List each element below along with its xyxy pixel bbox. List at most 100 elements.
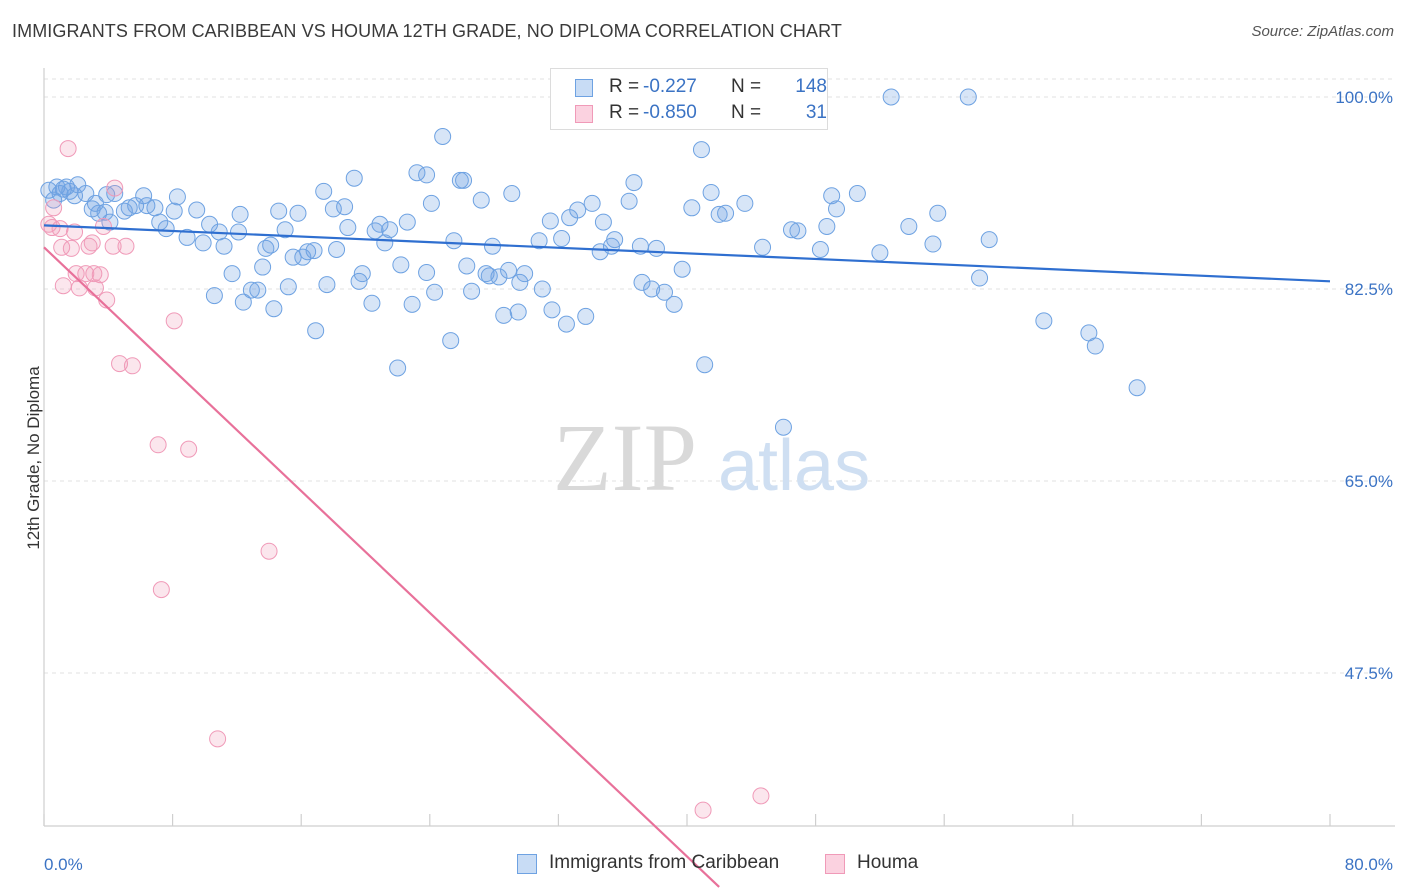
y-tick-label: 47.5% xyxy=(1345,664,1393,683)
point-caribbean xyxy=(445,232,463,250)
point-caribbean xyxy=(120,199,138,217)
point-caribbean xyxy=(1086,337,1104,355)
watermark-zip: ZIP xyxy=(553,404,697,511)
point-caribbean xyxy=(530,232,548,250)
point-houma xyxy=(104,237,122,255)
source-label: Source: ZipAtlas.com xyxy=(1251,23,1394,40)
point-houma xyxy=(209,730,227,748)
trend-lines xyxy=(43,224,1331,888)
point-caribbean xyxy=(553,230,571,248)
point-houma xyxy=(165,312,183,330)
point-houma xyxy=(149,436,167,454)
legend-r-label: R = xyxy=(609,102,640,123)
point-caribbean xyxy=(490,268,508,286)
point-caribbean xyxy=(516,265,534,283)
point-caribbean xyxy=(696,356,714,374)
point-caribbean xyxy=(754,238,772,256)
point-caribbean xyxy=(533,280,551,298)
tick-labels: 100.0% 82.5% 65.0% 47.5% 0.0% 80.0% xyxy=(44,88,1393,874)
point-caribbean xyxy=(980,231,998,249)
point-caribbean xyxy=(500,261,518,279)
point-caribbean xyxy=(971,269,989,287)
point-houma xyxy=(62,239,80,257)
point-caribbean xyxy=(455,171,473,189)
point-caribbean xyxy=(495,306,513,324)
point-caribbean xyxy=(305,242,323,260)
point-caribbean xyxy=(307,322,325,340)
bottom-legend-label: Houma xyxy=(857,852,919,873)
point-caribbean xyxy=(403,295,421,313)
bottom-legend-swatch-pink xyxy=(825,854,845,874)
point-houma xyxy=(54,277,72,295)
watermark: ZIP atlas xyxy=(553,404,870,511)
point-caribbean xyxy=(543,301,561,319)
x-tick-label: 80.0% xyxy=(1345,855,1393,874)
point-houma xyxy=(106,179,124,197)
legend-r-label: R = xyxy=(609,76,640,97)
point-caribbean xyxy=(178,228,196,246)
point-caribbean xyxy=(230,223,248,241)
point-houma xyxy=(80,237,98,255)
point-caribbean xyxy=(594,213,612,231)
point-caribbean xyxy=(231,205,249,223)
gridlines xyxy=(44,78,1395,674)
point-houma xyxy=(123,357,141,375)
point-caribbean xyxy=(882,88,900,106)
point-caribbean xyxy=(86,194,104,212)
point-caribbean xyxy=(924,235,942,253)
point-caribbean xyxy=(633,273,651,291)
legend-swatch-pink xyxy=(575,105,593,123)
point-houma xyxy=(94,217,112,235)
watermark-atlas: atlas xyxy=(718,426,870,506)
point-caribbean xyxy=(823,187,841,205)
trend-line-houma xyxy=(43,246,720,888)
point-caribbean xyxy=(717,204,735,222)
axes xyxy=(43,68,1395,827)
point-caribbean xyxy=(643,280,661,298)
point-caribbean xyxy=(583,194,601,212)
point-caribbean xyxy=(811,241,829,259)
point-houma xyxy=(117,237,135,255)
y-axis-label: 12th Grade, No Diploma xyxy=(24,366,43,550)
point-caribbean xyxy=(242,281,260,299)
point-caribbean xyxy=(315,182,333,200)
point-caribbean xyxy=(1035,312,1053,330)
point-caribbean xyxy=(789,222,807,240)
point-caribbean xyxy=(959,88,977,106)
point-caribbean xyxy=(647,239,665,257)
point-caribbean xyxy=(569,201,587,219)
trend-line-caribbean xyxy=(43,224,1331,283)
point-caribbean xyxy=(900,217,918,235)
point-caribbean xyxy=(774,418,792,436)
point-caribbean xyxy=(265,300,283,318)
point-houma xyxy=(67,265,85,283)
point-houma xyxy=(85,265,103,283)
point-caribbean xyxy=(279,278,297,296)
legend-n-label: N = xyxy=(731,76,762,97)
point-caribbean xyxy=(249,281,267,299)
point-caribbean xyxy=(477,265,495,283)
point-caribbean xyxy=(318,276,336,294)
point-caribbean xyxy=(422,194,440,212)
point-caribbean xyxy=(442,332,460,350)
point-caribbean xyxy=(557,315,575,333)
point-caribbean xyxy=(276,221,294,239)
point-caribbean xyxy=(418,166,436,184)
point-caribbean xyxy=(871,244,889,262)
point-caribbean xyxy=(299,243,317,261)
x-tick-label: 0.0% xyxy=(44,855,83,874)
point-caribbean xyxy=(188,201,206,219)
series-caribbean xyxy=(40,88,1146,436)
point-caribbean xyxy=(673,260,691,278)
point-caribbean xyxy=(503,185,521,203)
point-caribbean xyxy=(353,265,371,283)
point-caribbean xyxy=(541,212,559,230)
point-houma xyxy=(83,234,101,252)
point-caribbean xyxy=(215,237,233,255)
bottom-legend-label: Immigrants from Caribbean xyxy=(549,852,780,873)
legend-r-value: -0.850 xyxy=(643,102,697,123)
point-caribbean xyxy=(848,185,866,203)
point-houma xyxy=(752,787,770,805)
point-caribbean xyxy=(289,204,307,222)
